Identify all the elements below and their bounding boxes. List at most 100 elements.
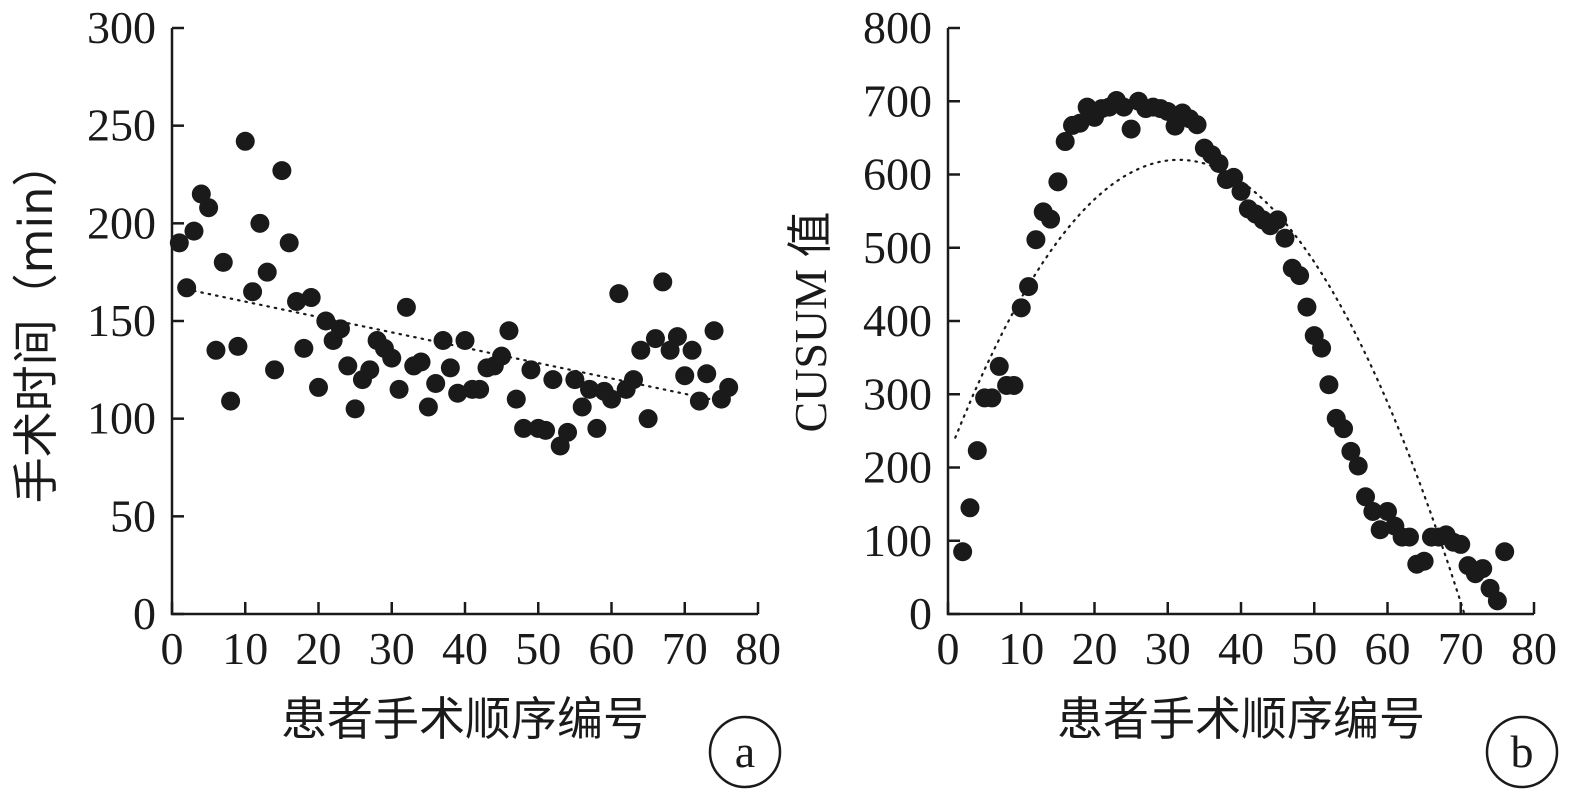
panel-a-x-tick-label: 30 [369,623,415,674]
panel-a-data-point [682,340,702,360]
panel-a-data-point [250,213,270,233]
panel-a-y-tick-label: 250 [87,100,156,151]
panel-b-x-tick-label: 50 [1291,623,1337,674]
panel-a-data-point [645,329,665,349]
panel-b-data-point [1363,501,1383,521]
panel-a-x-tick-label: 60 [589,623,635,674]
panel-b-data-point [1451,534,1471,554]
panel-a-data-point [587,418,607,438]
panel-a-data-point [506,389,526,409]
panel-b-data-point [1341,441,1361,461]
panel-b-data-point [1370,520,1390,540]
panel-a-data-point [184,221,204,241]
panel-a-data-point [396,297,416,317]
panel-b-y-tick-label: 200 [863,442,932,493]
panel-a-x-tick-label: 40 [442,623,488,674]
panel-a-data-point [499,321,519,341]
panel-a-x-tick-label: 80 [735,623,781,674]
panel-a-y-tick-label: 200 [87,197,156,248]
panel-b-y-tick-label: 800 [863,2,932,53]
panel-b-y-tick-label: 400 [863,295,932,346]
panel-b-x-axis-label: 患者手术顺序编号 [1057,692,1425,746]
panel-b-y-axis-label: CUSUM 值 [785,211,836,432]
panel-a-data-point [235,131,255,151]
panel-a-data-point [279,233,299,253]
panel-a-data-point [301,288,321,308]
panel-a-data-point [572,397,592,417]
panel-b-data-point [1048,172,1068,192]
panel-b-data-point [1004,375,1024,395]
panel-b-data-point [1297,297,1317,317]
panel-a-tag-label: a [735,726,755,777]
panel-b-scatter-chart: 0 100 200 300 400 500 600 700 800 0 10 20 30 40 50 60 70… [785,2,1559,789]
panel-a-y-axis-label: 手术时间（min） [9,141,63,504]
panel-b-data-point [1070,113,1090,133]
panel-b-data-point [1224,167,1244,187]
panel-b-data-point [1158,102,1178,122]
panel-b-data-point [1121,119,1141,139]
panel-b-y-tick-label: 100 [863,515,932,566]
panel-b-y-tick-label: 300 [863,368,932,419]
panel-a-data-point [257,262,277,282]
panel-b-tag-circle [1485,715,1559,789]
panel-a-x-tick-label: 0 [161,623,184,674]
panel-a-data-point [667,327,687,347]
panel-a-data-point [492,346,512,366]
panel-a-data-point [440,358,460,378]
panel-b-data-point [1019,277,1039,297]
panel-b-data-point [1268,210,1288,230]
panel-b-y-tick-label: 0 [909,588,932,639]
panel-a-data-point [433,331,453,351]
panel-b-data-point [1473,559,1493,579]
panel-b-data-point [1055,132,1075,152]
panel-b-x-tick-label: 40 [1218,623,1264,674]
panel-a-data-point [382,348,402,368]
panel-b-data-point [1495,542,1515,562]
panel-a-data-point [558,422,578,442]
panel-a-data-point [623,370,643,390]
panel-b-data-point [982,388,1002,408]
panel-a-y-tick-label: 100 [87,393,156,444]
panel-b-x-tick-label: 80 [1511,623,1557,674]
panel-b-data-point [1011,298,1031,318]
panel-a-x-axis-label: 患者手术顺序编号 [281,692,649,746]
panel-a-data-point [360,360,380,380]
panel-a-data-point [265,360,285,380]
panel-b-data-point [1231,181,1251,201]
panel-a-data-point [580,379,600,399]
panel-b-data-point [1348,456,1368,476]
panel-b-data-point [1290,266,1310,286]
panel-a-data-point [602,389,621,409]
panel-b-data-point [1026,230,1046,250]
panel-b-y-tick-label: 700 [863,75,932,126]
panel-b-data-point [1041,209,1061,229]
panel-a-data-point [213,252,233,272]
panel-a-data-point [675,366,695,386]
panel-a-x-tick-label: 20 [296,623,342,674]
panel-a-data-point [609,284,629,304]
panel-a-data-point [243,282,263,302]
panel-b-trendline [954,158,1466,616]
panel-b-tag-label: b [1511,726,1534,777]
panel-b-x-tick-label: 10 [998,623,1044,674]
panel-b-data-point [1487,591,1507,611]
panel-a-data-point [338,356,358,376]
panel-a-data-point [199,198,219,218]
panel-a-data-point [228,336,248,356]
panel-a-data-point [221,391,241,411]
panel-a-data-point [294,338,314,358]
panel-b-data-point [1334,419,1354,439]
panel-b-x-tick-label: 0 [937,623,960,674]
panel-b-data-point [1399,527,1419,547]
panel-a-data-point [330,319,350,339]
panel-a-data-point [704,321,724,341]
panel-a-data-point [206,340,226,360]
panel-a-data-point [287,291,307,311]
panel-a-data-point [470,379,490,399]
panel-b-data-point [1209,154,1229,174]
panel-a-data-point [418,397,438,417]
panel-a-data-point [448,383,468,403]
panel-a-data-point [631,340,651,360]
panel-a-data-point [653,272,673,292]
panel-b-data-point [1378,501,1397,521]
